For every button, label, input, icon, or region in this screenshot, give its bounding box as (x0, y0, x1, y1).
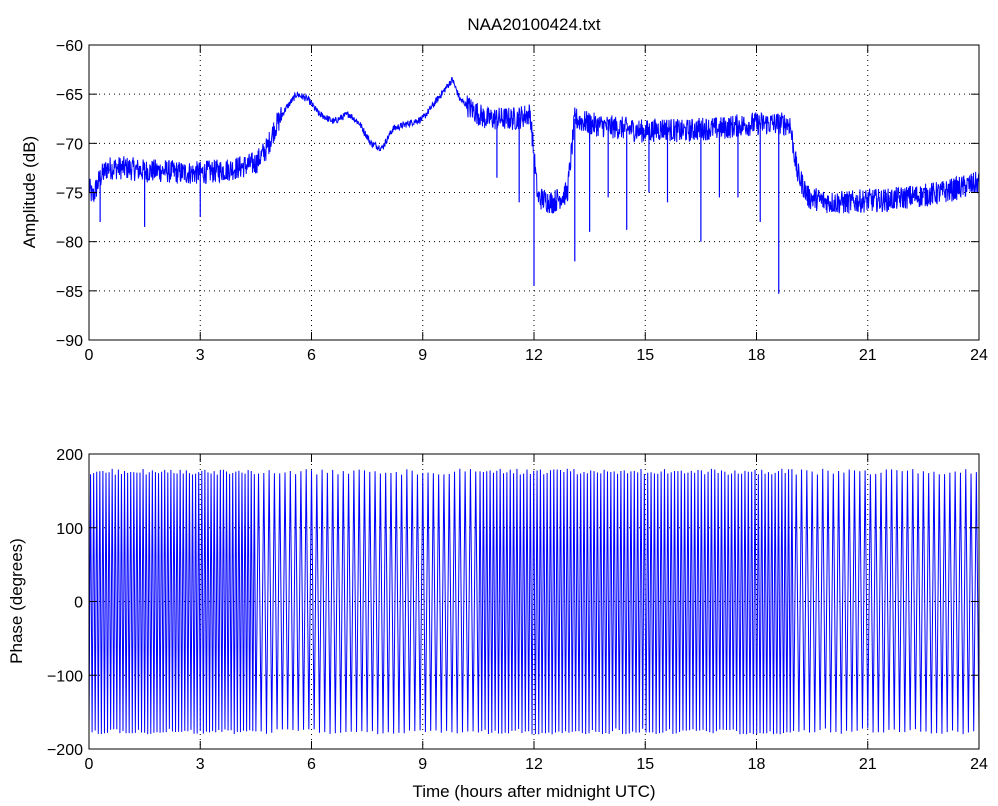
x-tick-label: 0 (85, 347, 94, 364)
y-axis-label: Amplitude (dB) (20, 136, 39, 248)
x-tick-label: 3 (196, 756, 205, 773)
y-tick-label: −200 (47, 742, 83, 759)
x-tick-label: 15 (636, 347, 654, 364)
y-tick-label: 100 (56, 521, 83, 538)
data-series (88, 77, 980, 294)
phase-line (88, 468, 980, 735)
x-tick-label: 18 (748, 347, 766, 364)
x-tick-label: 6 (307, 756, 316, 773)
tick-marks: 0 3 6 9 12 15 18 21 24 200 100 0 −100 −200 (47, 447, 988, 773)
x-tick-label: 9 (418, 347, 427, 364)
x-tick-label: 0 (85, 756, 94, 773)
x-tick-label: 21 (859, 347, 877, 364)
phase-panel: Phase (degrees) Time (hours after midnig… (7, 447, 988, 801)
x-tick-label: 9 (418, 756, 427, 773)
x-tick-label: 15 (636, 756, 654, 773)
y-tick-label: −75 (56, 186, 83, 203)
x-tick-label: 21 (859, 756, 877, 773)
data-series (88, 468, 980, 735)
y-axis-label: Phase (degrees) (7, 538, 26, 664)
x-axis-label: Time (hours after midnight UTC) (412, 782, 655, 801)
y-tick-label: −70 (56, 136, 83, 153)
x-tick-label: 24 (970, 756, 988, 773)
tick-marks: 0 3 6 9 12 15 18 21 24 −60 −65 −70 −75 −80 −85 −90 (56, 38, 988, 364)
y-tick-label: −80 (56, 235, 83, 252)
y-tick-label: −90 (56, 333, 83, 350)
y-tick-label: −60 (56, 38, 83, 55)
x-tick-label: 3 (196, 347, 205, 364)
chart-title: NAA20100424.txt (467, 15, 601, 34)
y-tick-label: −100 (47, 668, 83, 685)
amplitude-panel: NAA20100424.txt Amplitude (dB) 0 3 6 9 12 15 1… (20, 15, 988, 364)
x-tick-label: 18 (748, 756, 766, 773)
x-tick-label: 6 (307, 347, 316, 364)
y-tick-label: 200 (56, 447, 83, 464)
x-tick-label: 12 (525, 347, 543, 364)
x-tick-label: 24 (970, 347, 988, 364)
amplitude-line (88, 77, 980, 214)
y-tick-label: −85 (56, 284, 83, 301)
y-tick-label: 0 (74, 595, 83, 612)
x-tick-label: 12 (525, 756, 543, 773)
y-tick-label: −65 (56, 87, 83, 104)
